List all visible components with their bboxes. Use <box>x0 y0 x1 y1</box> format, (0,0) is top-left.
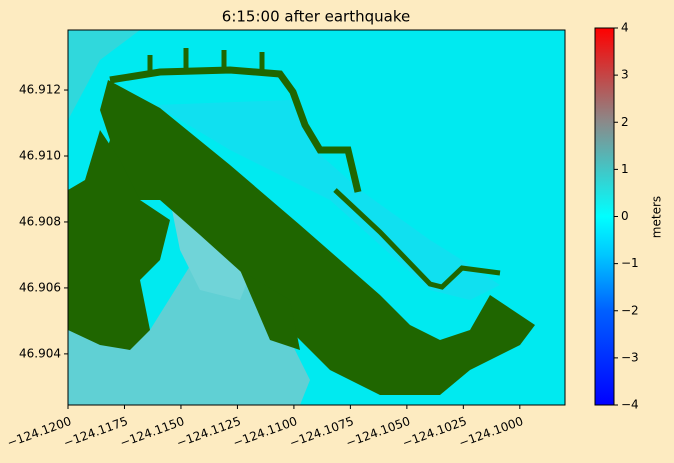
breakwater <box>109 66 362 193</box>
x-tick-label: −124.1100 <box>231 414 299 450</box>
colorbar-tick-label: 1 <box>621 162 629 176</box>
x-tick-label: −124.1200 <box>5 414 73 450</box>
colorbar-tick-label: 4 <box>621 21 629 35</box>
y-tick-label: 46.906 <box>19 280 61 294</box>
land <box>68 130 170 350</box>
y-tick-label: 46.912 <box>19 83 61 97</box>
x-tick-label: −124.1000 <box>457 414 525 450</box>
x-tick-label: −124.1125 <box>175 414 243 450</box>
colorbar-tick-label: −1 <box>621 256 639 270</box>
y-tick-label: 46.908 <box>19 214 61 228</box>
colorbar-tick-label: 3 <box>621 68 629 82</box>
colorbar-tick-label: −2 <box>621 303 639 317</box>
colorbar-tick-label: −4 <box>621 398 639 412</box>
shallow <box>68 30 140 120</box>
chart-title: 6:15:00 after earthquake <box>222 8 410 26</box>
colorbar-tick-label: 2 <box>621 115 629 129</box>
x-tick-label: −124.1050 <box>344 414 412 450</box>
colorbar <box>594 27 615 406</box>
jetty <box>333 188 501 290</box>
harbor <box>155 100 500 300</box>
y-tick-label: 46.910 <box>19 148 61 162</box>
axes-frame <box>67 29 566 406</box>
colorbar-tick-label: −3 <box>621 350 639 364</box>
x-tick-label: −124.1025 <box>401 414 469 450</box>
colorbar-tick-label: 0 <box>621 209 629 223</box>
land <box>240 270 300 350</box>
y-tick-label: 46.904 <box>19 346 61 360</box>
x-tick-label: −124.1075 <box>288 414 356 450</box>
colorbar-label: meters <box>650 196 664 238</box>
x-tick-label: −124.1175 <box>62 414 130 450</box>
map <box>68 30 565 405</box>
x-tick-label: −124.1150 <box>118 414 186 450</box>
land <box>100 80 535 395</box>
